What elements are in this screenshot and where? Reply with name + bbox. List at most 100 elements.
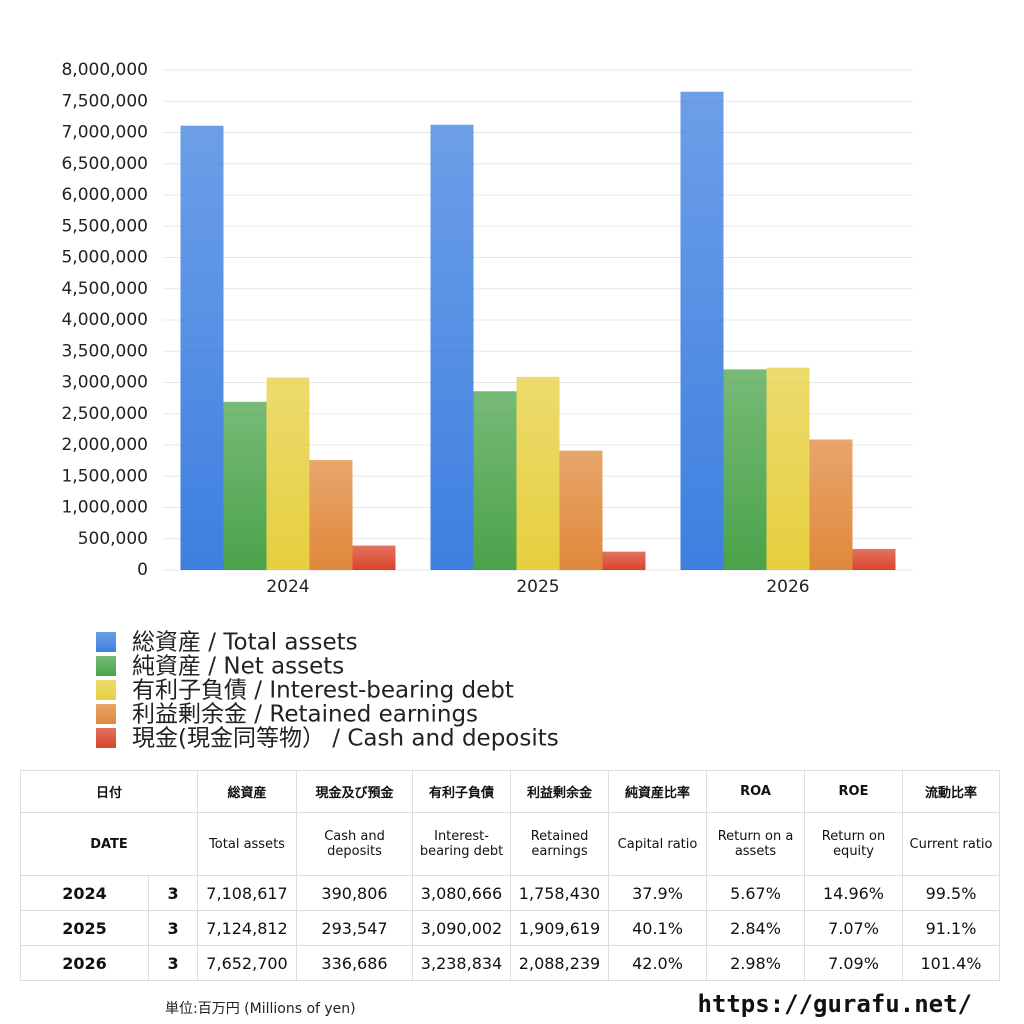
table-cell: 2026 [20,945,149,981]
y-tick-label: 0 [137,560,148,580]
table-cell: 現金及び預金 [296,770,414,813]
table-cell: 2025 [20,910,149,946]
table-cell: 7,652,700 [197,945,298,981]
y-tick-label: 4,500,000 [61,279,148,299]
table-cell: 純資産比率 [608,770,708,813]
table-cell: 5.67% [706,875,806,911]
y-tick-label: 1,500,000 [61,466,148,486]
table-cell: ROA [706,770,806,813]
data-table: 日付 総資産 現金及び預金 有利子負債 利益剰余金 純資産比率 ROA ROE 流動比率 DATE… [19,770,1001,981]
table-cell: Total assets [197,812,298,876]
table-cell: 14.96% [804,875,904,911]
table-cell: 40.1% [608,910,708,946]
bar [516,376,560,570]
table-cell: Interest-bearing debt [412,812,512,876]
table-cell: 2024 [20,875,149,911]
table-cell: 2.98% [706,945,806,981]
legend-label: 総資産 / Total assets [132,630,358,656]
table-cell: 3,090,002 [412,910,512,946]
bar [559,450,603,570]
legend-swatch [96,704,116,724]
table-cell: 3,080,666 [412,875,512,911]
y-tick-label: 3,000,000 [61,373,148,393]
table-cell: 7.09% [804,945,904,981]
bar [266,377,310,570]
table-cell: Retained earnings [510,812,610,876]
table-cell: 2.84% [706,910,806,946]
table-cell: 日付 [19,770,199,813]
table-cell: 流動比率 [902,770,1001,813]
table-cell: 91.1% [902,910,1001,946]
table-cell: Return on equity [804,812,904,876]
table-cell: 3 [147,910,199,946]
bar [602,551,646,570]
site-url: https://gurafu.net/ [697,990,972,1018]
table-cell: 3,238,834 [412,945,512,981]
table-cell: 37.9% [608,875,708,911]
bar [723,369,767,570]
table-cell: Cash and deposits [296,812,414,876]
legend-swatch [96,656,116,676]
bar [809,439,853,570]
bar [473,391,517,570]
table-cell: DATE [19,812,199,876]
table-cell: Capital ratio [608,812,708,876]
y-tick-label: 4,000,000 [61,310,148,330]
table-cell: 7,124,812 [197,910,298,946]
x-tick-label: 2026 [766,577,809,597]
y-tick-label: 5,500,000 [61,216,148,236]
table-cell: 1,758,430 [510,875,610,911]
table-row: 2026 3 7,652,700 336,686 3,238,834 2,088,239 4… [20,945,1001,981]
table-cell: 利益剰余金 [510,770,610,813]
table-row: 日付 総資産 現金及び預金 有利子負債 利益剰余金 純資産比率 ROA ROE 流動比率 [19,770,1001,813]
bar [180,125,224,571]
table-row: 2024 3 7,108,617 390,806 3,080,666 1,758,430 3… [20,875,1001,911]
y-tick-label: 2,000,000 [61,435,148,455]
table-row: DATE Total assets Cash and deposits Interes… [19,812,1001,876]
table-cell: 336,686 [296,945,414,981]
table-cell: 総資産 [197,770,298,813]
legend-label: 純資産 / Net assets [132,654,344,680]
table-cell: 7.07% [804,910,904,946]
y-tick-label: 1,000,000 [61,498,148,518]
bar [766,367,810,570]
y-tick-label: 6,000,000 [61,185,148,205]
table-cell: ROE [804,770,904,813]
bar [680,91,724,571]
y-tick-label: 3,500,000 [61,341,148,361]
legend-label: 現金(現金同等物） / Cash and deposits [132,726,559,752]
legend-label: 利益剰余金 / Retained earnings [132,702,478,728]
legend-label: 有利子負債 / Interest-bearing debt [132,678,514,704]
table-cell: 101.4% [902,945,1001,981]
table-cell: 有利子負債 [412,770,512,813]
x-tick-label: 2024 [266,577,309,597]
y-tick-label: 7,500,000 [61,91,148,111]
y-tick-label: 6,500,000 [61,154,148,174]
bar [430,124,474,570]
y-tick-label: 500,000 [78,529,148,549]
legend-swatch [96,728,116,748]
bar [852,548,896,570]
y-tick-label: 5,000,000 [61,248,148,268]
bar [352,545,396,570]
bar [223,401,267,570]
bar [309,460,353,570]
table-cell: Current ratio [902,812,1001,876]
table-row: 2025 3 7,124,812 293,547 3,090,002 1,909,619 4… [20,910,1001,946]
x-tick-label: 2025 [516,577,559,597]
y-tick-label: 8,000,000 [61,60,148,80]
legend-swatch [96,632,116,652]
table-cell: 3 [147,945,199,981]
y-tick-label: 2,500,000 [61,404,148,424]
table-cell: 99.5% [902,875,1001,911]
unit-note: 単位:百万円 (Millions of yen) [165,1001,356,1017]
table-cell: 3 [147,875,199,911]
table-cell: Return on a assets [706,812,806,876]
table-cell: 2,088,239 [510,945,610,981]
table-cell: 7,108,617 [197,875,298,911]
table-cell: 1,909,619 [510,910,610,946]
chart: 0 500,000 1,000,000 1,500,000 2,000,000 2,500… [61,60,913,752]
legend-swatch [96,680,116,700]
table-cell: 293,547 [296,910,414,946]
